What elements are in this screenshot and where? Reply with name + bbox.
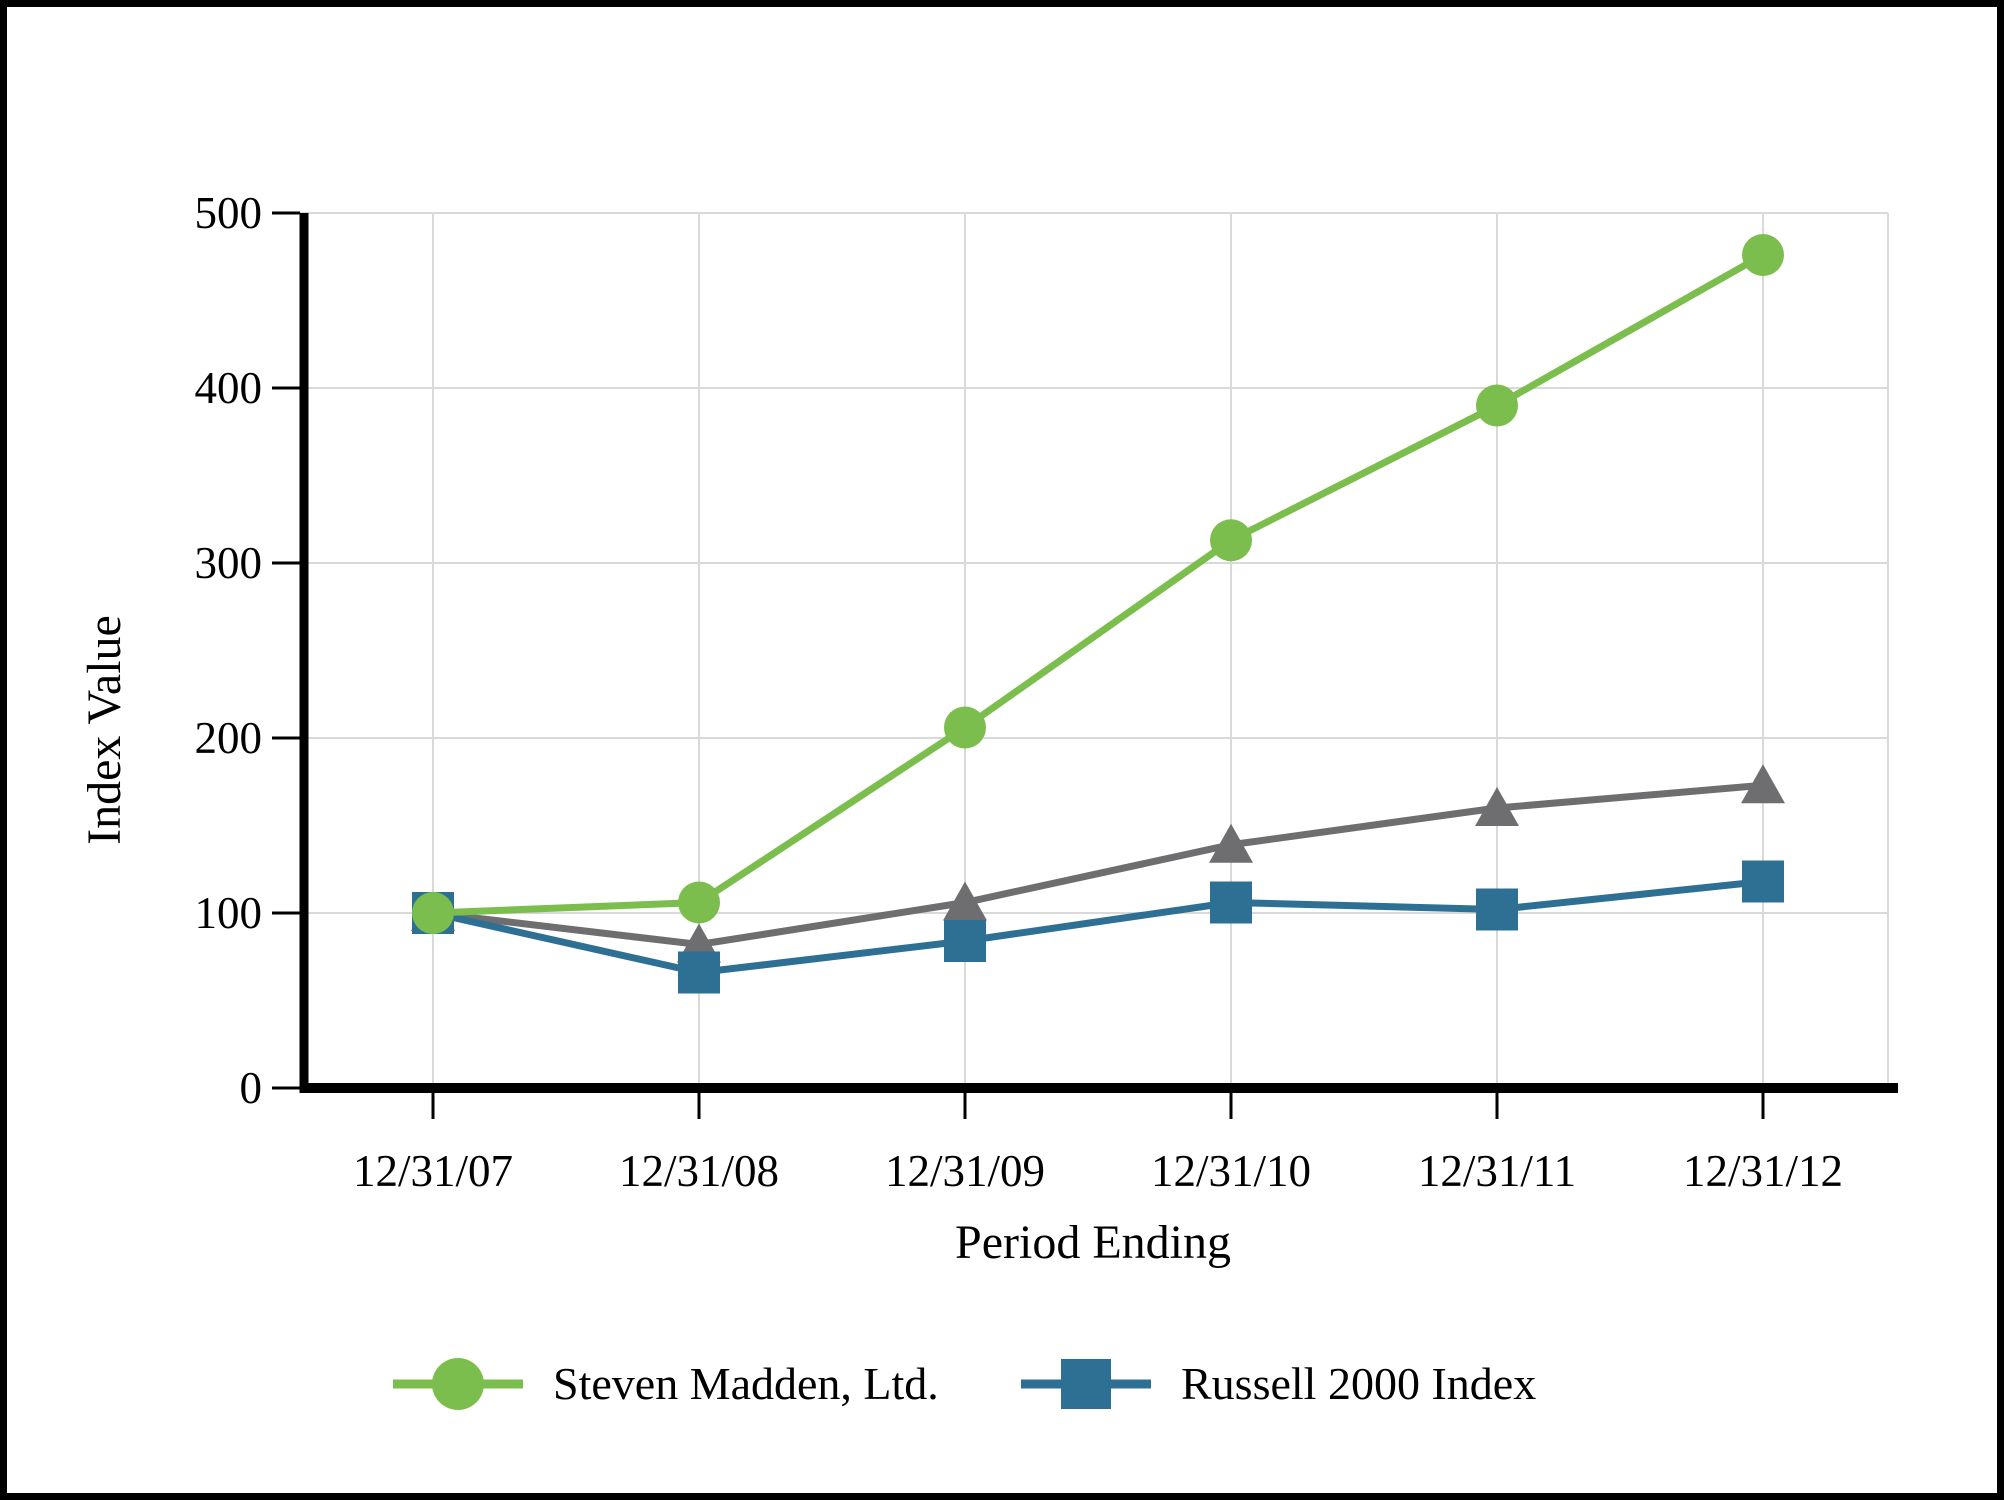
marker-circle-steven-madden-ltd (1210, 519, 1252, 562)
series-line-russell-2000-index (432, 878, 1764, 977)
legend-label: Russell 2000 Index (1181, 1358, 1537, 1409)
square-legend-marker-icon (1021, 1359, 1151, 1409)
legend-item: Steven Madden, Ltd. (391, 1354, 939, 1414)
marker-circle-steven-madden-ltd (1742, 234, 1784, 276)
marker-square-russell-2000-index (1210, 881, 1252, 924)
y-tick-label: 300 (194, 538, 263, 588)
legend-item: Russell 2000 Index (1019, 1354, 1536, 1414)
marker-circle-steven-madden-ltd (412, 892, 454, 934)
y-tick-label: 200 (194, 713, 263, 763)
marker-square-russell-2000-index (1742, 860, 1784, 903)
y-axis-title: Index Value (78, 615, 131, 845)
y-tick-label: 0 (239, 1063, 263, 1113)
x-tick-label: 12/31/12 (1682, 1146, 1843, 1196)
x-tick-label: 12/31/07 (352, 1146, 513, 1196)
series-line-series-3 (432, 781, 1764, 949)
legend-label: Steven Madden, Ltd. (553, 1358, 939, 1409)
x-tick-label: 12/31/11 (1417, 1146, 1577, 1196)
x-axis-title: Period Ending (955, 1216, 1231, 1269)
x-tick-label: 12/31/08 (618, 1146, 779, 1196)
x-tick-label: 12/31/09 (884, 1146, 1045, 1196)
y-tick-label: 100 (194, 888, 263, 938)
marker-circle-steven-madden-ltd (1476, 384, 1518, 427)
marker-triangle-series-3 (1475, 787, 1519, 826)
chart-canvas (272, 211, 1898, 1119)
y-tick-label: 500 (194, 188, 263, 238)
marker-square-russell-2000-index (944, 920, 986, 962)
marker-triangle-series-3 (943, 881, 987, 921)
marker-circle-steven-madden-ltd (678, 881, 720, 924)
marker-circle-steven-madden-ltd (944, 706, 986, 749)
marker-square-russell-2000-index (1476, 888, 1518, 931)
marker-triangle-series-3 (1741, 764, 1785, 804)
y-tick-label: 400 (194, 363, 263, 413)
circle-legend-marker-icon (393, 1358, 523, 1410)
marker-square-russell-2000-index (678, 951, 720, 994)
marker-triangle-series-3 (1209, 823, 1253, 863)
x-tick-label: 12/31/10 (1150, 1146, 1311, 1196)
series-line-steven-madden-ltd (432, 251, 1765, 917)
